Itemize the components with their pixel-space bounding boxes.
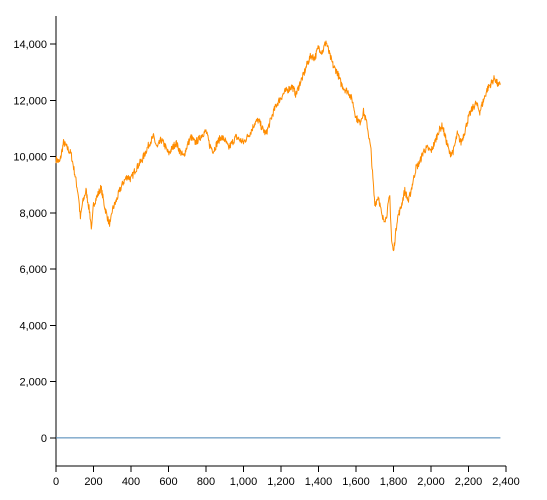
y-tick-label: 14,000 (13, 39, 47, 51)
plot-area (55, 40, 501, 439)
x-tick-label: 200 (84, 476, 102, 488)
x-tick-label: 400 (122, 476, 140, 488)
y-tick-label: 6,000 (19, 264, 47, 276)
x-tick-label: 1,000 (230, 476, 258, 488)
x-tick-label: 1,600 (342, 476, 370, 488)
y-tick-label: 0 (41, 433, 47, 445)
x-tick-label: 600 (159, 476, 177, 488)
y-tick-label: 12,000 (13, 95, 47, 107)
x-axis: 0 200 400 600 800 1,000 1,200 1,400 1,600 1,800 2,… (53, 465, 520, 488)
x-tick-label: 2,200 (455, 476, 483, 488)
x-tick-label: 2,400 (492, 476, 520, 488)
x-tick-label: 2,000 (417, 476, 445, 488)
y-tick-label: 10,000 (13, 152, 47, 164)
x-tick-label: 1,800 (380, 476, 408, 488)
y-tick-label: 4,000 (19, 320, 47, 332)
x-tick-label: 0 (53, 476, 59, 488)
y-axis: 0 2,000 4,000 6,000 8,000 10,000 12,000 14,000 (13, 16, 57, 466)
x-tick-label: 1,400 (305, 476, 333, 488)
y-tick-label: 2,000 (19, 377, 47, 389)
series-line-0 (55, 40, 501, 252)
y-tick-label: 8,000 (19, 208, 47, 220)
x-tick-label: 1,200 (267, 476, 295, 488)
x-tick-label: 800 (197, 476, 215, 488)
